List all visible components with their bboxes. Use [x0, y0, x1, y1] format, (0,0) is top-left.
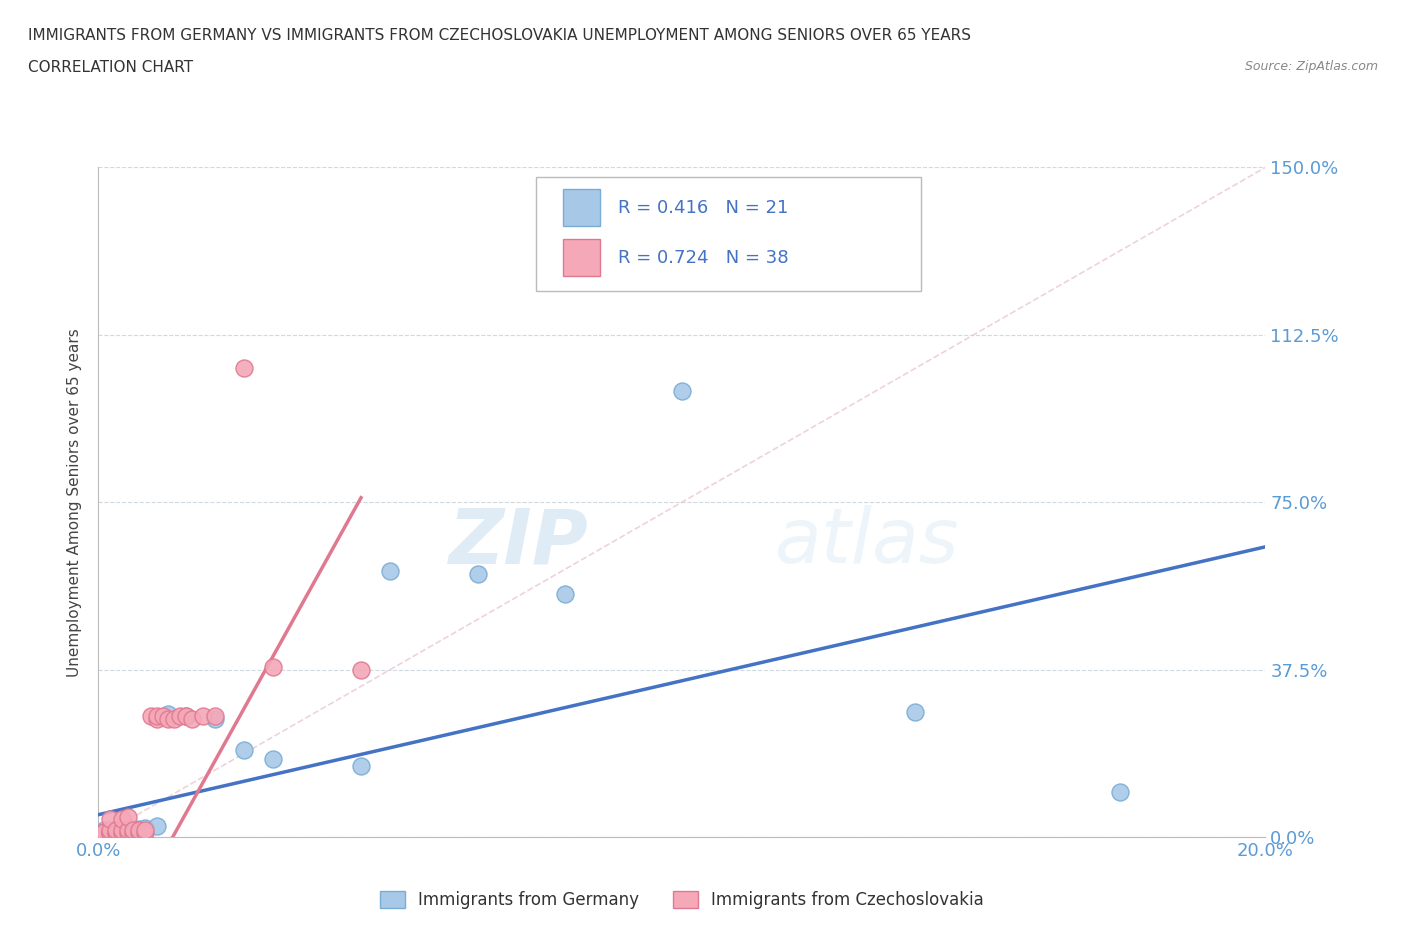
Point	[117, 809, 139, 824]
Point	[904, 705, 927, 720]
Point	[111, 823, 134, 838]
Point	[134, 825, 156, 840]
Point	[146, 709, 169, 724]
Text: IMMIGRANTS FROM GERMANY VS IMMIGRANTS FROM CZECHOSLOVAKIA UNEMPLOYMENT AMONG SEN: IMMIGRANTS FROM GERMANY VS IMMIGRANTS FR…	[28, 28, 972, 43]
Point	[134, 820, 156, 835]
Point	[104, 825, 127, 840]
Point	[262, 751, 284, 766]
Point	[157, 711, 180, 726]
Point	[163, 711, 186, 726]
Legend: Immigrants from Germany, Immigrants from Czechoslovakia: Immigrants from Germany, Immigrants from…	[374, 884, 990, 916]
Point	[93, 825, 115, 840]
Point	[467, 566, 489, 581]
Point	[169, 709, 191, 724]
Point	[117, 825, 139, 840]
FancyBboxPatch shape	[536, 178, 921, 291]
Point	[671, 383, 693, 398]
Point	[146, 711, 169, 726]
Point	[128, 821, 150, 836]
Point	[98, 825, 121, 840]
Point	[174, 709, 197, 724]
Text: ZIP: ZIP	[449, 505, 589, 579]
Point	[104, 823, 127, 838]
Point	[122, 823, 145, 838]
Point	[233, 361, 256, 376]
Point	[554, 586, 576, 601]
Point	[152, 709, 174, 724]
Point	[350, 758, 373, 773]
Point	[128, 825, 150, 840]
Point	[98, 825, 121, 840]
Point	[104, 826, 127, 841]
Point	[193, 709, 215, 724]
Point	[174, 709, 197, 724]
Bar	[562, 239, 600, 276]
Point	[1108, 785, 1130, 800]
Point	[134, 823, 156, 838]
Point	[128, 823, 150, 838]
Point	[111, 823, 134, 838]
Point	[378, 564, 402, 578]
Point	[262, 660, 284, 675]
Text: atlas: atlas	[775, 505, 960, 579]
Point	[93, 826, 115, 841]
Point	[350, 662, 373, 677]
Point	[111, 812, 134, 827]
Point	[122, 823, 145, 838]
Point	[180, 711, 202, 726]
Text: R = 0.416   N = 21: R = 0.416 N = 21	[617, 199, 789, 217]
Point	[233, 742, 256, 757]
Point	[122, 825, 145, 840]
Point	[117, 820, 139, 835]
Point	[93, 823, 115, 838]
Point	[98, 812, 121, 827]
Point	[93, 824, 115, 839]
Point	[98, 826, 121, 841]
Point	[139, 709, 162, 724]
Bar	[562, 189, 600, 226]
Y-axis label: Unemployment Among Seniors over 65 years: Unemployment Among Seniors over 65 years	[67, 328, 83, 677]
Point	[204, 711, 226, 726]
Point	[157, 707, 180, 722]
Point	[90, 826, 112, 841]
Point	[146, 818, 169, 833]
Point	[117, 823, 139, 838]
Text: CORRELATION CHART: CORRELATION CHART	[28, 60, 193, 75]
Point	[98, 823, 121, 838]
Text: R = 0.724   N = 38: R = 0.724 N = 38	[617, 249, 789, 267]
Text: Source: ZipAtlas.com: Source: ZipAtlas.com	[1244, 60, 1378, 73]
Point	[104, 821, 127, 836]
Point	[204, 709, 226, 724]
Point	[93, 828, 115, 843]
Point	[111, 825, 134, 840]
